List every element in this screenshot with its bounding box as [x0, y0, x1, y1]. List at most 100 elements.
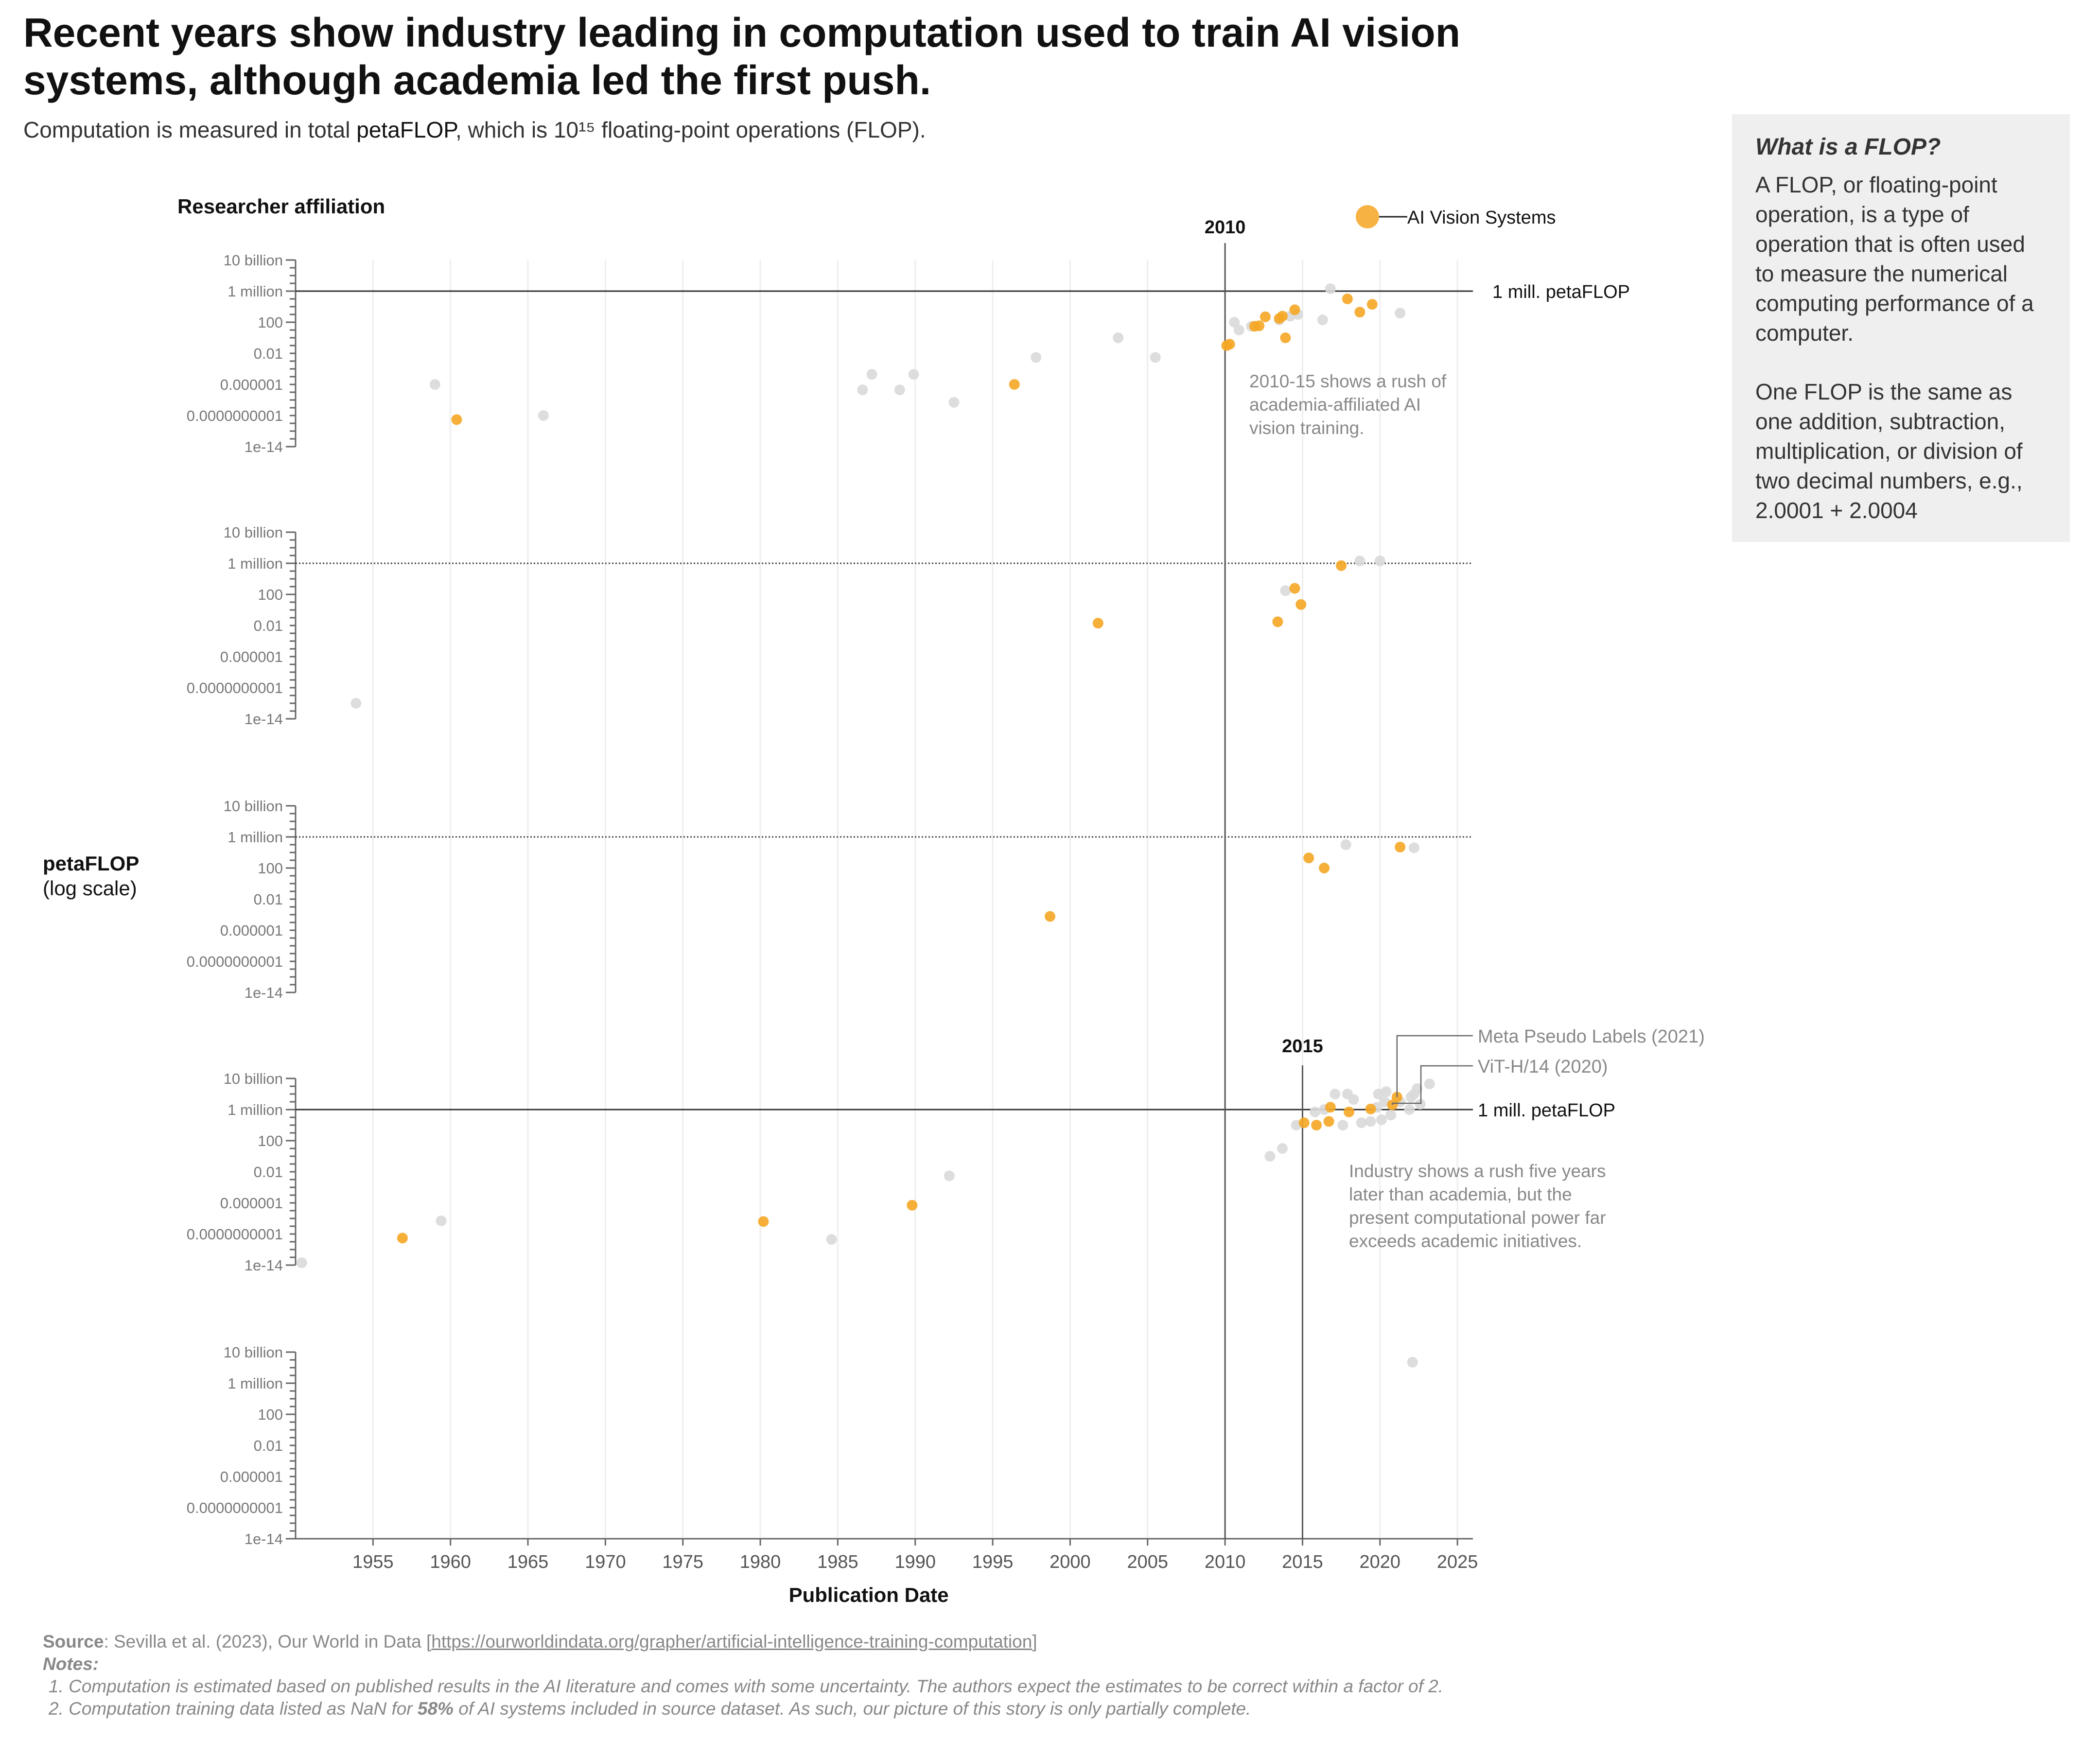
subtitle-before: Computation is measured in total [23, 117, 357, 142]
x-tick-label: 1970 [585, 1552, 626, 1572]
notes-label: Notes: [43, 1654, 99, 1674]
y-tick-label: 10 billion [224, 798, 283, 815]
data-point-other [1408, 842, 1419, 853]
data-point-vision [1323, 1116, 1334, 1127]
data-point-vision [1289, 583, 1300, 594]
y-tick-label: 1e-14 [245, 711, 283, 728]
y-tick-label: 1 million [228, 283, 283, 300]
y-tick-label: 0.01 [254, 1437, 283, 1454]
y-tick-label: 100 [258, 860, 283, 877]
y-tick-label: 1e-14 [245, 438, 283, 455]
data-point-other [350, 698, 362, 709]
flop-explainer-panel: What is a FLOP? A FLOP, or floating-poin… [1732, 114, 2070, 542]
data-point-other [1376, 1114, 1387, 1125]
data-point-vision [1280, 332, 1291, 343]
y-tick-label: 1 million [228, 829, 283, 846]
data-point-other [1113, 332, 1124, 343]
y-tick-label: 1e-14 [245, 1257, 283, 1274]
y-tick-label: 0.01 [254, 617, 283, 634]
data-point-vision [1366, 299, 1378, 310]
data-point-other [1374, 556, 1385, 567]
y-tick-label: 0.01 [254, 1164, 283, 1181]
y-axis-subtitle: (log scale) [43, 877, 137, 900]
data-point-vision [1044, 911, 1055, 922]
chart-subtitle: Computation is measured in total petaFLO… [23, 117, 926, 143]
x-tick-label: 1980 [740, 1552, 781, 1572]
subtitle-after: , which is 10¹⁵ floating-point operation… [455, 117, 926, 142]
data-point-other [1337, 1120, 1348, 1130]
reference-line-label: 1 mill. petaFLOP [1492, 282, 1630, 302]
data-point-other [1412, 1083, 1423, 1094]
note-1: 1. Computation is estimated based on pub… [49, 1676, 1443, 1696]
y-tick-label: 1 million [228, 555, 283, 572]
data-point-other [908, 369, 919, 380]
y-tick-label: 100 [258, 1132, 283, 1149]
y-tick-label: 0.000001 [220, 922, 283, 939]
y-tick-label: 100 [258, 586, 283, 603]
y-tick-label: 10 billion [224, 1070, 283, 1087]
data-point-other [1317, 314, 1328, 326]
source-text: : Sevilla et al. (2023), Our World in Da… [104, 1632, 432, 1651]
data-point-other [857, 384, 868, 396]
chart-title: Recent years show industry leading in co… [23, 10, 1461, 103]
source-label: Source [43, 1632, 104, 1651]
data-point-vision [1311, 1120, 1322, 1130]
data-point-vision [1325, 1102, 1336, 1113]
data-point-other [826, 1234, 837, 1245]
x-tick-label: 1960 [430, 1552, 471, 1572]
data-point-other [1365, 1116, 1376, 1127]
data-point-vision [1303, 852, 1314, 864]
y-tick-label: 1e-14 [245, 1530, 283, 1547]
data-point-other [894, 384, 905, 396]
data-point-other [948, 397, 960, 408]
data-point-vision [1395, 841, 1406, 852]
x-tick-label: 1965 [508, 1552, 549, 1572]
legend-label: AI Vision Systems [1407, 208, 1556, 228]
data-point-vision [1344, 1106, 1355, 1117]
subtitle-emphasis: petaFLOP [356, 117, 455, 142]
y-tick-label: 1 million [228, 1101, 283, 1118]
chart-footer: Source: Sevilla et al. (2023), Our World… [43, 1631, 1443, 1720]
data-point-vision [1342, 294, 1353, 304]
y-tick-label: 0.01 [254, 345, 283, 362]
y-tick-label: 0.0000000001 [187, 679, 283, 696]
data-point-other [1150, 352, 1161, 363]
marker-label-2010: 2010 [1205, 217, 1246, 238]
data-point-other [1385, 1110, 1397, 1121]
y-tick-label: 0.0000000001 [187, 1226, 283, 1243]
source-end: ] [1032, 1632, 1037, 1651]
data-point-other [1233, 325, 1244, 335]
callout-leader-vit-h14 [1392, 1065, 1473, 1105]
x-tick-label: 2020 [1360, 1552, 1401, 1572]
y-tick-label: 0.0000000001 [187, 1499, 283, 1516]
y-tick-label: 0.000001 [220, 1195, 283, 1212]
y-tick-label: 0.000001 [220, 1468, 283, 1485]
source-link[interactable]: https://ourworldindata.org/grapher/artif… [431, 1632, 1032, 1651]
y-tick-label: 100 [258, 1406, 283, 1423]
data-point-vision [1295, 599, 1307, 610]
legend-swatch [1356, 205, 1379, 228]
data-point-other [1424, 1078, 1435, 1090]
y-axis-title: petaFLOP [43, 852, 139, 875]
data-point-vision [1254, 320, 1265, 331]
data-point-vision [451, 414, 462, 425]
facet-label: Researcher affiliation [177, 195, 385, 218]
reference-line-label: 1 mill. petaFLOP [1478, 1100, 1615, 1121]
x-tick-label: 2005 [1127, 1552, 1168, 1572]
x-tick-label: 2000 [1050, 1552, 1091, 1572]
data-point-other [538, 410, 549, 421]
data-point-vision [1336, 560, 1347, 571]
data-point-other [1381, 1086, 1392, 1097]
x-tick-label: 2015 [1282, 1552, 1323, 1572]
data-point-vision [758, 1216, 769, 1227]
note-2: 2. Computation training data listed as N… [43, 1698, 1443, 1720]
explainer-paragraph-2: One FLOP is the same as one addition, su… [1755, 379, 2023, 523]
callout-label-meta-pseudo-labels: Meta Pseudo Labels (2021) [1478, 1026, 1705, 1047]
data-point-vision [1365, 1103, 1376, 1114]
data-point-other [1340, 839, 1351, 850]
data-point-other [1280, 585, 1291, 596]
x-tick-label: 1995 [972, 1552, 1014, 1572]
data-point-other [1277, 1143, 1288, 1154]
data-point-other [296, 1257, 307, 1269]
